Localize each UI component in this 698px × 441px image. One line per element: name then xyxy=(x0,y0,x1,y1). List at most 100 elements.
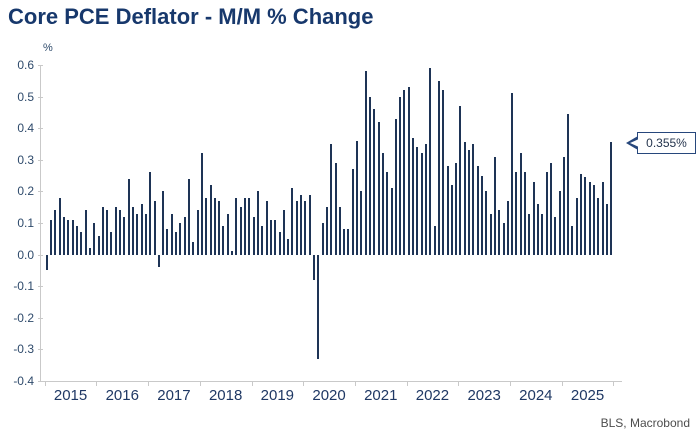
data-bar xyxy=(368,96,371,255)
data-bar xyxy=(127,178,130,255)
x-year-label: 2020 xyxy=(312,387,346,404)
data-bar xyxy=(300,194,303,255)
y-tick-mark xyxy=(38,128,43,130)
data-bar xyxy=(235,197,238,255)
data-bar xyxy=(489,213,492,255)
data-bar xyxy=(149,172,152,255)
data-bar xyxy=(188,178,191,255)
y-tick-mark xyxy=(38,191,43,193)
data-bar xyxy=(498,210,501,255)
data-bar xyxy=(420,153,423,255)
data-bar xyxy=(429,68,432,255)
data-bar xyxy=(213,197,216,255)
data-bar xyxy=(515,172,518,255)
data-bar xyxy=(205,197,208,255)
x-year-label: 2021 xyxy=(364,387,398,404)
data-bar xyxy=(265,200,268,255)
y-tick-mark xyxy=(38,96,43,98)
data-bar xyxy=(101,207,104,255)
x-tick-mark xyxy=(458,381,460,386)
y-tick-label: 0.5 xyxy=(17,89,34,104)
data-bar xyxy=(110,232,113,255)
y-tick-mark xyxy=(38,65,43,66)
y-tick-label: 0.6 xyxy=(17,58,34,72)
data-bar xyxy=(524,172,527,255)
x-tick-mark xyxy=(406,381,408,386)
last-value-callout: 0.355% xyxy=(626,132,696,154)
x-tick-mark xyxy=(251,381,253,386)
data-bar xyxy=(274,219,277,255)
data-bar xyxy=(119,210,122,255)
data-bar xyxy=(506,200,509,255)
data-bar xyxy=(584,177,587,255)
data-bar xyxy=(325,207,328,255)
data-bar xyxy=(166,229,169,255)
data-bar xyxy=(334,162,337,255)
data-bar xyxy=(394,118,397,255)
data-bar xyxy=(403,90,406,255)
x-year-label: 2015 xyxy=(53,387,88,404)
x-year-label: 2025 xyxy=(570,387,605,404)
data-bar xyxy=(97,235,100,255)
data-bar xyxy=(567,113,570,255)
data-bar xyxy=(93,223,96,255)
data-bar xyxy=(450,185,453,255)
data-bar xyxy=(476,166,479,255)
data-bar xyxy=(256,191,259,255)
data-bar xyxy=(493,156,496,255)
y-tick-label: 0.1 xyxy=(17,216,34,230)
data-bar xyxy=(170,213,173,255)
data-bar xyxy=(593,185,595,255)
data-bar xyxy=(153,200,156,255)
data-bar xyxy=(58,197,61,255)
y-tick-mark xyxy=(38,159,43,161)
data-bar xyxy=(580,174,583,255)
x-tick-mark xyxy=(510,381,511,386)
data-bar xyxy=(446,166,449,255)
data-bar xyxy=(433,226,436,255)
y-tick-label: 0.3 xyxy=(17,152,34,167)
data-bar xyxy=(459,106,462,255)
x-year-label: 2019 xyxy=(260,387,295,404)
x-year-label: 2017 xyxy=(157,387,191,404)
data-bar xyxy=(605,204,608,255)
data-bar xyxy=(144,213,147,255)
data-bar xyxy=(84,210,87,255)
data-bar xyxy=(463,142,466,255)
y-tick-mark xyxy=(38,254,43,256)
x-year-label: 2023 xyxy=(467,387,501,404)
data-bar xyxy=(468,150,471,255)
x-tick-mark xyxy=(96,381,98,386)
y-tick-label: -0.3 xyxy=(13,342,34,357)
x-year-label: 2016 xyxy=(105,387,139,404)
data-bar xyxy=(291,188,294,255)
data-bar xyxy=(123,216,126,255)
data-bar xyxy=(364,71,367,255)
y-tick-label: -0.4 xyxy=(13,374,34,388)
data-bar xyxy=(252,216,255,255)
x-year-label: 2024 xyxy=(519,387,553,404)
data-bar xyxy=(480,175,483,255)
data-bar xyxy=(226,213,229,255)
data-bar xyxy=(248,197,251,255)
data-bar xyxy=(575,197,578,255)
x-tick-mark xyxy=(303,381,305,386)
data-bar xyxy=(269,219,272,255)
data-bar xyxy=(192,241,195,255)
data-bar xyxy=(63,216,66,255)
data-bar xyxy=(416,147,419,255)
y-tick-mark xyxy=(38,381,43,382)
data-bar xyxy=(537,204,539,255)
data-bar xyxy=(381,153,384,255)
y-tick-label: 0.0 xyxy=(17,247,34,262)
data-bar xyxy=(356,140,359,255)
y-tick-label: 0.4 xyxy=(17,121,34,136)
data-bar xyxy=(424,144,427,255)
data-bar xyxy=(407,87,410,255)
data-bar xyxy=(588,181,591,255)
x-tick-mark xyxy=(613,381,615,386)
data-bar xyxy=(261,226,264,255)
data-bar xyxy=(347,229,350,255)
x-year-label: 2018 xyxy=(208,387,243,404)
